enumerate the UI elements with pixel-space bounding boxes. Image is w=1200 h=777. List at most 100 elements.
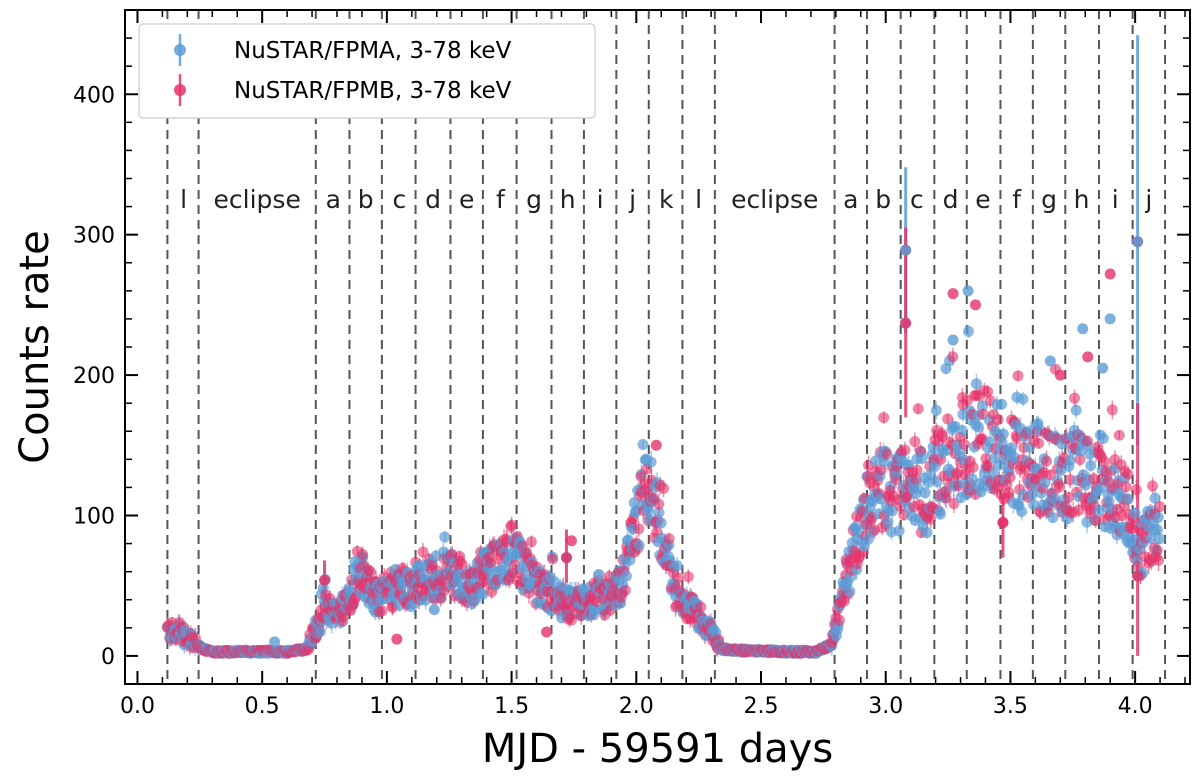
point-1-803 — [1063, 491, 1075, 503]
y-tick-label-4: 400 — [73, 83, 115, 108]
phase-label-17: c — [910, 185, 924, 214]
phase-boundary-lines — [166, 10, 1167, 684]
point-1-464 — [682, 571, 694, 583]
phase-label-14: eclipse — [731, 185, 818, 214]
point-1-882 — [1151, 544, 1163, 556]
point-0-862 — [1129, 507, 1141, 519]
point-1-884 — [1154, 501, 1166, 513]
point-0-281 — [477, 588, 489, 600]
large-errorbar-point-5 — [560, 552, 572, 564]
point-0-876 — [1145, 532, 1157, 544]
phase-label-21: g — [1041, 185, 1057, 214]
point-0-743 — [996, 398, 1008, 410]
phase-label-0: l — [180, 185, 187, 214]
point-1-455 — [672, 572, 684, 584]
point-0-136 — [314, 626, 326, 638]
notable-point-1 — [391, 633, 403, 645]
phase-label-24: j — [1144, 185, 1152, 214]
point-0-880 — [1149, 492, 1161, 504]
phase-label-16: b — [875, 185, 891, 214]
x-tick-label-3: 1.5 — [494, 694, 529, 719]
notable-point-2 — [428, 604, 440, 616]
point-1-191 — [376, 605, 388, 617]
point-1-307 — [506, 519, 518, 531]
notable-point-14 — [947, 334, 959, 346]
point-0-677 — [921, 527, 933, 539]
point-0-247 — [439, 531, 451, 543]
phase-label-6: e — [459, 185, 474, 214]
phase-label-20: f — [1012, 185, 1022, 214]
point-1-680 — [925, 513, 937, 525]
point-0-884 — [1154, 533, 1166, 545]
point-0-782 — [1039, 477, 1051, 489]
phase-label-2: a — [326, 185, 341, 214]
point-1-599 — [833, 614, 845, 626]
legend: NuSTAR/FPMA, 3-78 keV NuSTAR/FPMB, 3-78 k… — [138, 23, 596, 119]
point-1-181 — [365, 566, 377, 578]
point-1-638 — [878, 412, 890, 424]
notable-point-12 — [962, 285, 974, 297]
point-0-834 — [1097, 432, 1109, 444]
point-1-228 — [417, 546, 429, 558]
point-0-438 — [653, 506, 665, 518]
point-1-783 — [1040, 455, 1052, 467]
point-1-795 — [1054, 481, 1066, 493]
point-1-420 — [633, 523, 645, 535]
point-0-856 — [1122, 493, 1134, 505]
point-0-804 — [1064, 454, 1076, 466]
phase-label-18: d — [943, 185, 959, 214]
point-0-770 — [1026, 489, 1038, 501]
legend-marker-1 — [174, 84, 186, 96]
point-0-675 — [919, 487, 931, 499]
point-0-761 — [1016, 505, 1028, 517]
point-1-731 — [982, 386, 994, 398]
point-1-324 — [525, 536, 537, 548]
x-tick-label-0: 0.0 — [120, 694, 155, 719]
point-1-740 — [992, 414, 1004, 426]
notable-point-18 — [1077, 323, 1089, 335]
notable-point-22 — [1104, 313, 1116, 325]
point-1-835 — [1099, 456, 1111, 468]
phase-label-19: e — [975, 185, 990, 214]
x-axis-label: MJD - 59591 days — [482, 726, 833, 772]
notable-point-5 — [565, 535, 577, 547]
point-1-856 — [1122, 468, 1134, 480]
notable-point-13 — [970, 299, 982, 311]
point-0-652 — [893, 525, 905, 537]
point-1-820 — [1081, 435, 1093, 447]
point-1-883 — [1152, 554, 1164, 566]
phase-label-11: j — [628, 185, 636, 214]
notable-point-17 — [1054, 369, 1066, 381]
point-1-776 — [1033, 437, 1045, 449]
large-errorbar-point-3 — [1132, 570, 1144, 582]
legend-marker-0 — [174, 44, 186, 56]
point-1-263 — [456, 559, 468, 571]
point-1-827 — [1090, 514, 1102, 526]
phase-label-9: h — [560, 185, 576, 214]
point-1-475 — [695, 601, 707, 613]
point-0-823 — [1085, 460, 1097, 472]
point-0-721 — [970, 378, 982, 390]
point-0-745 — [997, 428, 1009, 440]
notable-point-0 — [269, 636, 281, 648]
point-0-685 — [930, 404, 942, 416]
point-1-863 — [1130, 484, 1142, 496]
point-1-848 — [1113, 429, 1125, 441]
x-tick-label-7: 3.5 — [993, 694, 1028, 719]
phase-label-5: d — [425, 185, 441, 214]
point-1-808 — [1069, 392, 1081, 404]
point-0-409 — [620, 570, 632, 582]
point-0-429 — [643, 505, 655, 517]
point-1-854 — [1120, 481, 1132, 493]
point-1-751 — [1004, 471, 1016, 483]
phase-label-22: h — [1074, 185, 1090, 214]
x-tick-label-1: 0.5 — [245, 694, 280, 719]
point-0-726 — [977, 400, 989, 412]
point-0-810 — [1070, 404, 1082, 416]
point-0-608 — [844, 585, 856, 597]
x-tick-label-2: 1.0 — [369, 694, 404, 719]
point-1-710 — [958, 438, 970, 450]
point-0-723 — [973, 421, 985, 433]
notable-point-7 — [650, 439, 662, 451]
